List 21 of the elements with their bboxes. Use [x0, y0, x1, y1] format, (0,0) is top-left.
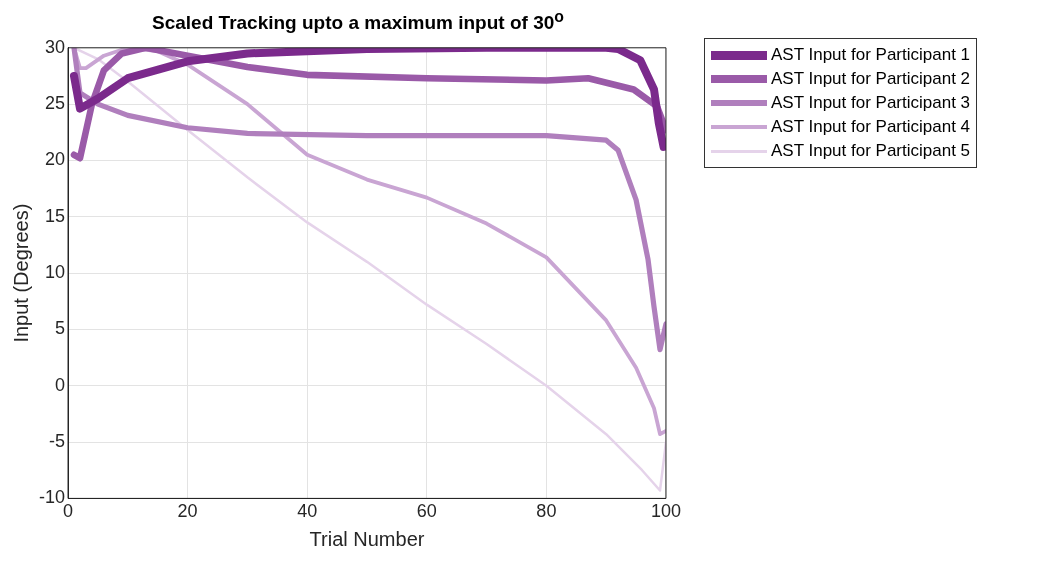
- legend-label: AST Input for Participant 3: [771, 93, 971, 113]
- y-tick-label: 20: [44, 149, 66, 170]
- y-tick-label: 0: [55, 374, 66, 395]
- legend-label: AST Input for Participant 2: [771, 69, 971, 89]
- x-tick-label: 80: [536, 501, 557, 522]
- x-tick-label: 60: [416, 501, 437, 522]
- y-axis-title: Input (Degrees): [9, 203, 32, 343]
- x-tick-label: 100: [650, 501, 682, 522]
- x-tick-label: 40: [297, 501, 318, 522]
- x-axis-title: Trial Number: [309, 527, 425, 550]
- y-tick-label: -5: [49, 431, 66, 452]
- legend-label: AST Input for Participant 1: [771, 45, 971, 65]
- y-tick-label: 5: [55, 318, 66, 339]
- y-tick-label: 15: [44, 205, 66, 226]
- y-tick-label: 10: [44, 262, 66, 283]
- chart-title: Scaled Tracking upto a maximum input of 30$^{o}$: [151, 8, 565, 35]
- y-tick-label: 30: [44, 36, 66, 57]
- y-tick-label: 25: [44, 93, 66, 114]
- x-tick-label: 20: [177, 501, 198, 522]
- legend-label: AST Input for Participant 4: [771, 117, 971, 137]
- legend-label: AST Input for Participant 5: [771, 141, 971, 161]
